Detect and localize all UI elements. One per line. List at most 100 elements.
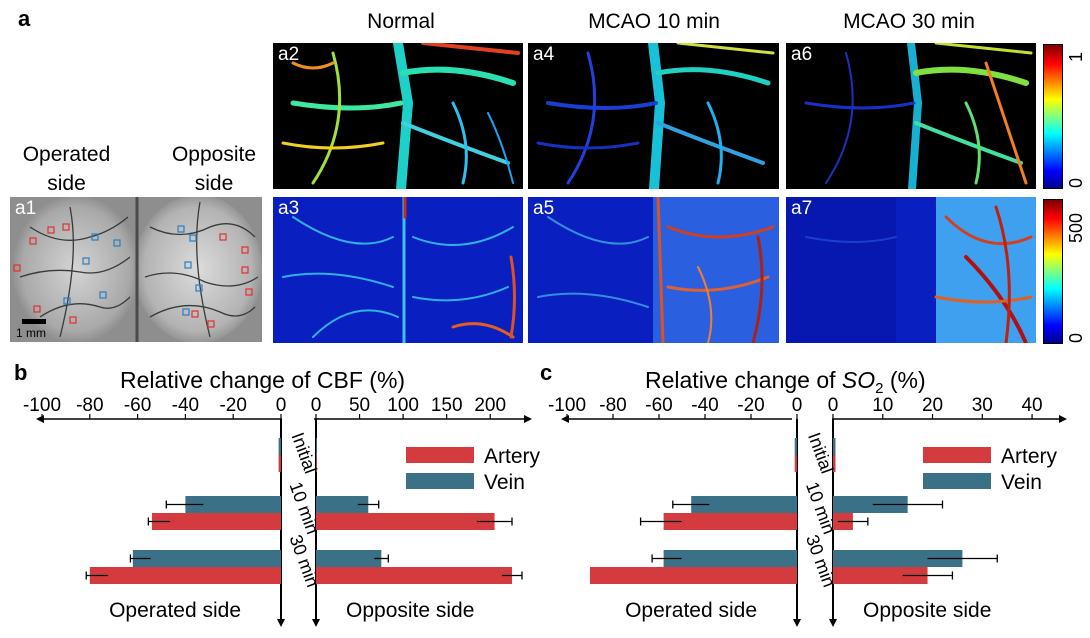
roi-artery-markers	[13, 223, 253, 328]
bar-right-vein	[316, 496, 369, 513]
chart-title: Relative change of CBF (%)	[120, 367, 405, 393]
right-tick-label: 0	[828, 395, 839, 416]
bar-right-artery	[316, 455, 317, 472]
right-tick-label: 150	[431, 395, 463, 416]
left-tick-label: -60	[645, 395, 672, 416]
column-title-mcao-10: MCAO 10 min	[588, 10, 720, 33]
legend-swatch-artery	[406, 447, 474, 463]
left-tick-label: -80	[76, 395, 103, 416]
image-a7-cbf-mcao-30: a7	[786, 197, 1036, 343]
bar-right-vein	[833, 496, 908, 513]
image-label-a1: a1	[15, 198, 37, 219]
flow-map-a3	[282, 197, 516, 343]
colorbar-so2-min: 0	[1066, 177, 1086, 188]
left-zero-arrow	[793, 619, 801, 627]
left-tick-label: -20	[219, 395, 246, 416]
image-label-a2: a2	[278, 44, 300, 65]
right-tick-label: 200	[474, 395, 506, 416]
left-tick-label: 0	[792, 395, 803, 416]
panel-letter-b: b	[14, 360, 28, 385]
bar-right-vein	[316, 550, 382, 567]
image-label-a3: a3	[278, 198, 300, 219]
vessel-map-a4	[536, 43, 775, 189]
scale-bar-label: 1 mm	[16, 326, 46, 340]
chart-title: Relative change of SO2 (%)	[645, 367, 926, 397]
image-label-a6: a6	[791, 44, 813, 65]
panel-letter-c: c	[540, 360, 553, 385]
right-tick-label: 10	[872, 395, 893, 416]
colorbar-so2-max: 1	[1066, 51, 1086, 62]
bar-right-artery	[833, 455, 836, 472]
column-title-normal: Normal	[367, 10, 435, 33]
vessel-map-a6	[804, 43, 1033, 189]
right-axis-arrow	[1059, 415, 1067, 423]
operated-side-line2: side	[47, 172, 86, 195]
right-tick-label: 0	[311, 395, 322, 416]
bar-right-artery	[316, 513, 495, 530]
bar-left-vein	[278, 438, 281, 455]
left-zero-arrow	[277, 619, 285, 627]
bar-right-vein	[833, 438, 836, 455]
right-axis-arrow	[524, 415, 532, 423]
bar-left-vein	[663, 550, 797, 567]
bar-left-vein	[691, 496, 797, 513]
right-zero-arrow	[312, 619, 320, 627]
roi-vein-markers	[63, 225, 203, 316]
panel-letter-a: a	[18, 6, 31, 31]
opposite-side-caption: Opposite side	[863, 599, 991, 622]
legend-swatch-vein	[406, 473, 474, 489]
left-tick-label: -40	[172, 395, 199, 416]
legend-label-artery: Artery	[484, 445, 541, 468]
operated-side-label: Operated side	[14, 140, 119, 198]
flow-map-a7	[786, 197, 1036, 343]
column-title-mcao-30: MCAO 30 min	[843, 10, 975, 33]
operated-side-caption: Operated side	[625, 599, 757, 622]
operated-side-caption: Operated side	[109, 599, 241, 622]
colorbar-so2	[1043, 44, 1063, 189]
left-tick-label: -60	[124, 395, 151, 416]
bar-left-artery	[663, 513, 797, 530]
left-tick-label: 0	[276, 395, 287, 416]
image-a4-so2-mcao-10: a4	[528, 43, 779, 189]
colorbar-cbf	[1043, 199, 1063, 344]
left-tick-label: -80	[599, 395, 626, 416]
brain-photo-graphic	[12, 197, 262, 342]
bar-left-artery	[278, 455, 281, 472]
left-axis-arrow	[36, 415, 44, 423]
right-tick-label: 30	[972, 395, 993, 416]
image-a6-so2-mcao-30: a6	[786, 43, 1036, 189]
opposite-side-caption: Opposite side	[346, 599, 474, 622]
image-a5-cbf-mcao-10: a5	[528, 197, 779, 343]
legend-swatch-artery	[923, 447, 991, 463]
bar-left-vein	[794, 438, 797, 455]
right-tick-label: 20	[922, 395, 943, 416]
colorbar-cbf-max: 500	[1066, 212, 1086, 243]
image-a1-brain-photo: a1 1 mm	[10, 197, 262, 342]
bar-right-artery	[833, 567, 928, 584]
chart-so2: Relative change of SO2 (%) -100 -80 -60 -40-…	[548, 367, 1067, 627]
right-tick-label: 40	[1021, 395, 1042, 416]
legend-label-vein: Vein	[484, 471, 525, 494]
left-axis-arrow	[561, 415, 569, 423]
left-tick-label: -100	[548, 395, 586, 416]
colorbar-cbf-min: 0	[1066, 332, 1086, 343]
flow-map-a5	[537, 197, 779, 343]
legend-label-vein: Vein	[1001, 471, 1042, 494]
bar-left-artery	[151, 513, 281, 530]
image-label-a4: a4	[533, 44, 555, 65]
left-tick-label: -40	[691, 395, 718, 416]
bar-left-artery	[590, 567, 797, 584]
opposite-side-line2: side	[194, 172, 234, 195]
bar-left-artery	[794, 455, 797, 472]
image-a3-cbf-normal: a3	[273, 197, 523, 343]
image-label-a5: a5	[533, 198, 555, 219]
image-a2-so2-normal: a2	[273, 43, 523, 189]
operated-side-line1: Operated	[22, 143, 111, 166]
chart-cbf: Relative change of CBF (%) -100 -80 -60 -40-…	[23, 367, 541, 627]
left-tick-label: -100	[23, 395, 61, 416]
opposite-side-line1: Opposite	[171, 143, 257, 166]
bar-right-vein	[833, 550, 963, 567]
bar-left-vein	[132, 550, 281, 567]
opposite-side-label: Opposite side	[158, 140, 270, 198]
left-tick-label: -20	[737, 395, 764, 416]
